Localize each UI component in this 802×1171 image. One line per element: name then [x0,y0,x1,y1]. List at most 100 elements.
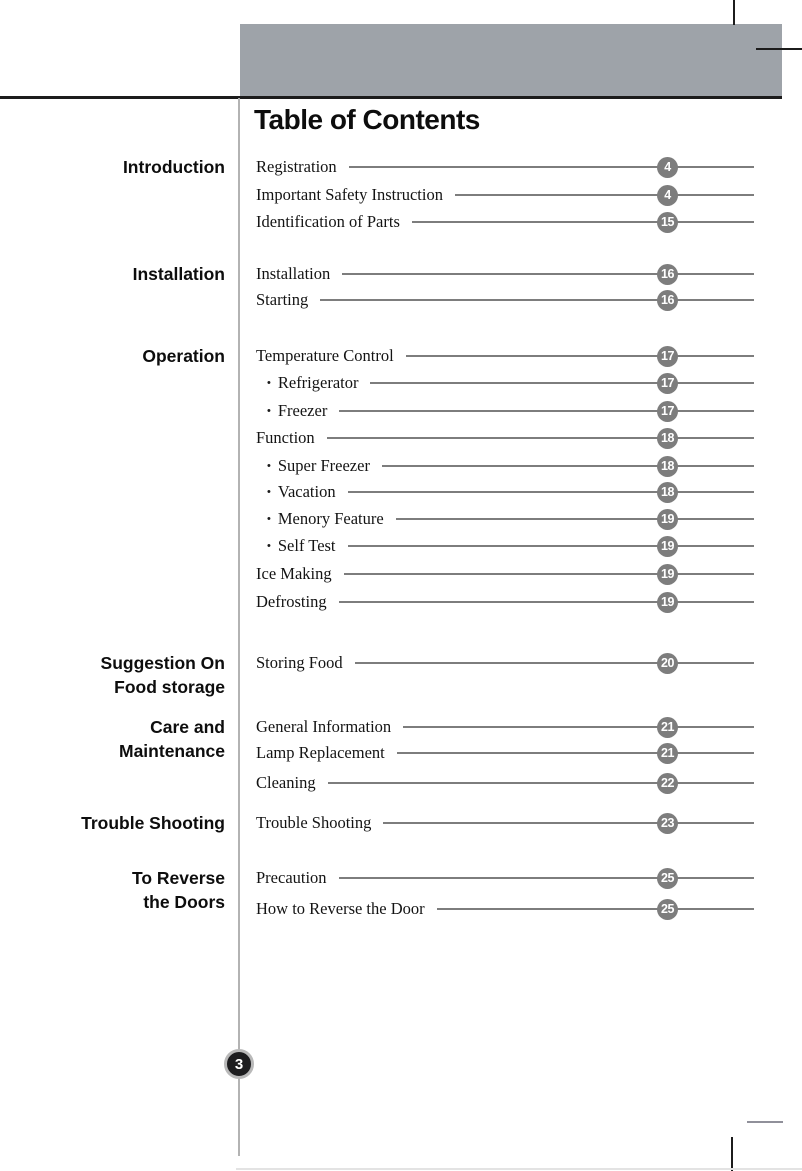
toc-page-number-badge: 18 [657,427,678,449]
toc-entry-label: Storing Food [256,652,343,672]
toc-row: Cleaning 22 [256,772,754,794]
toc-row: Defrosting 19 [256,591,754,613]
toc-row: General Information 21 [256,716,754,738]
section-label-line: Introduction [122,157,225,177]
toc-row: Identification of Parts 15 [256,211,754,233]
toc-page-number-badge: 19 [657,591,678,613]
toc-page-number-badge: 21 [657,742,678,764]
leader-line [403,726,754,728]
leader-line [320,299,754,301]
toc-entry-label: Installation [256,263,331,283]
toc-row: • Self Test 19 [256,535,754,557]
leader-line [383,822,754,824]
toc-row: Registration 4 [256,156,754,178]
bullet-icon: • [267,539,271,552]
page-title: Table of Contents [254,104,480,135]
toc-entry-label: Menory Feature [277,508,384,528]
crop-mark-bottom-horizontal [747,1121,783,1123]
toc-page-number-badge: 17 [657,372,678,394]
toc-page-number-badge: 15 [657,211,678,233]
leader-line [370,382,754,384]
toc-page-number-badge: 25 [657,898,678,920]
toc-entry-label: Identification of Parts [256,211,400,231]
toc-page-number-badge: 19 [657,508,678,530]
toc-entry-label: Temperature Control [256,345,394,365]
toc-page-number-badge: 19 [657,535,678,557]
toc-row: Temperature Control 17 [256,345,754,367]
current-page-badge: 3 [224,1049,254,1079]
section-label-line: Suggestion On [100,653,225,673]
header-banner [240,24,782,97]
toc-page-number-badge: 21 [657,716,678,738]
toc-entry-label: Trouble Shooting [256,812,372,832]
toc-row: • Freezer 17 [256,400,754,422]
toc-row: Important Safety Instruction 4 [256,184,754,206]
toc-row: Ice Making 19 [256,563,754,585]
toc-entry-label: Defrosting [256,591,327,611]
leader-line [347,491,754,493]
bullet-icon: • [267,485,271,498]
bullet-icon: • [267,404,271,417]
toc-row: • Menory Feature 19 [256,508,754,530]
toc-row: Storing Food 20 [256,652,754,674]
toc-page-number-badge: 23 [657,812,678,834]
content-divider [238,98,240,1156]
section-label-line: Food storage [114,677,225,697]
leader-line [343,573,754,575]
toc-entry-label: Self Test [277,535,336,555]
section-label-line: Maintenance [119,741,225,761]
toc-page-number-badge: 4 [657,184,678,206]
toc-row: Lamp Replacement 21 [256,742,754,764]
toc-row: Function 18 [256,427,754,449]
toc-page-number-badge: 20 [657,652,678,674]
bullet-icon: • [267,512,271,525]
toc-entry-label: Precaution [256,867,327,887]
section-label-line: Installation [132,264,225,284]
current-page-number: 3 [234,1055,244,1073]
toc-page-number-badge: 22 [657,772,678,794]
section-label-line: the Doors [143,892,225,912]
toc-row: Trouble Shooting 23 [256,812,754,834]
leader-line [339,410,754,412]
sidebar-section-operation: Operation [142,344,225,368]
sidebar-section-care-and-maintenance: Care and Maintenance [119,715,225,763]
toc-entry-label: General Information [256,716,392,736]
toc-page-number-badge: 17 [657,400,678,422]
toc-page-number-badge: 16 [657,289,678,311]
toc-row: • Vacation 18 [256,481,754,503]
section-label-line: Operation [142,346,225,366]
page-bottom-edge [236,1168,802,1170]
toc-page-number-badge: 19 [657,563,678,585]
toc-page-number-badge: 4 [657,156,678,178]
leader-line [338,601,754,603]
leader-line [327,782,754,784]
sidebar-section-to-reverse-the-doors: To Reverse the Doors [132,866,225,914]
toc-row: • Super Freezer 18 [256,455,754,477]
toc-row: Installation 16 [256,263,754,285]
leader-line [354,662,754,664]
toc-entry-label: Refrigerator [277,372,359,392]
crop-mark-bottom-vertical [731,1137,733,1171]
sidebar-section-trouble-shooting: Trouble Shooting [81,811,225,835]
toc-entry-label: Super Freezer [277,455,370,475]
toc-entry-label: Function [256,427,315,447]
section-label-line: Care and [150,717,225,737]
toc-entry-label: Important Safety Instruction [256,184,443,204]
leader-line [347,545,754,547]
toc-entry-label: Registration [256,156,337,176]
sidebar-section-installation: Installation [133,262,225,286]
toc-page-number-badge: 18 [657,455,678,477]
toc-page-number-badge: 18 [657,481,678,503]
section-label-line: Trouble Shooting [81,813,225,833]
leader-line [395,518,754,520]
section-label-line: To Reverse [131,868,225,888]
leader-line [411,221,754,223]
toc-entry-label: Starting [256,289,309,309]
sidebar-section-introduction: Introduction [123,155,225,179]
leader-line [381,465,754,467]
toc-row: • Refrigerator 17 [256,372,754,394]
leader-line [405,355,754,357]
bullet-icon: • [267,459,271,472]
toc-page-number-badge: 16 [657,263,678,285]
